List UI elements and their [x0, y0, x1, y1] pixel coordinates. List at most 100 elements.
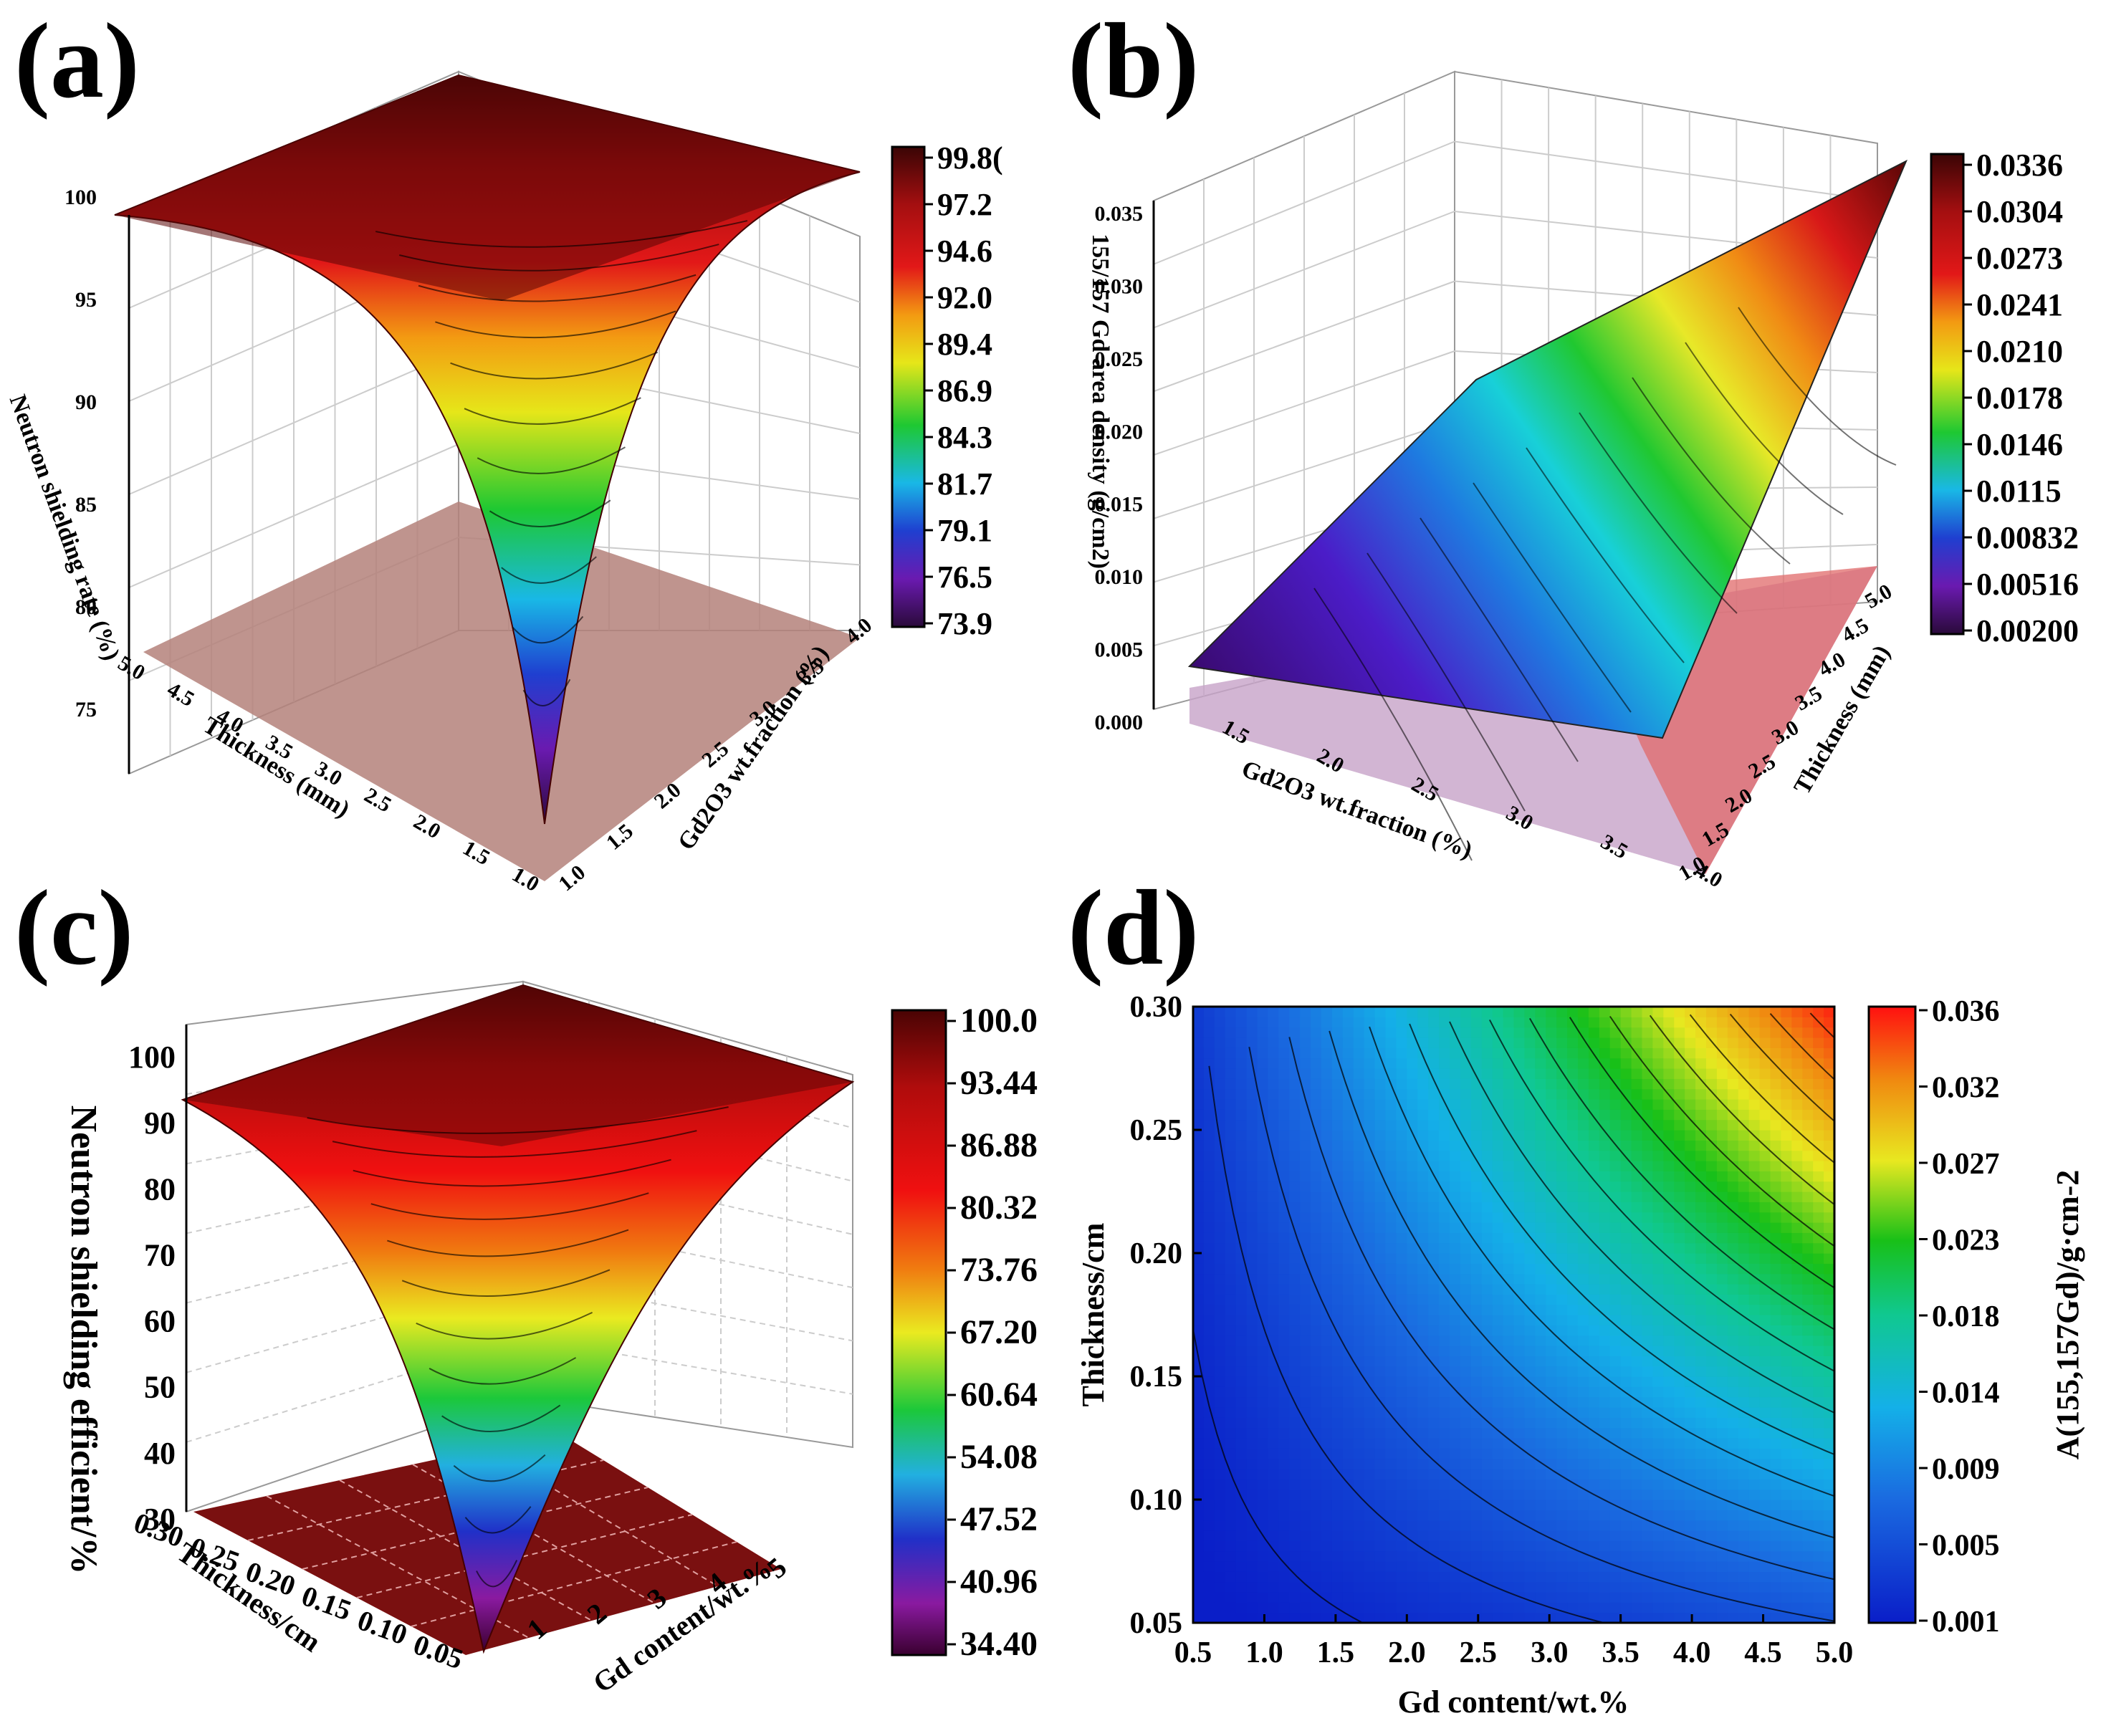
x-tick-label: 2.5: [1460, 1636, 1498, 1669]
heatmap-cell: [1685, 1191, 1696, 1202]
heatmap-cell: [1407, 1212, 1418, 1223]
heatmap-cell: [1588, 1119, 1600, 1131]
heatmap-cell: [1609, 1335, 1622, 1346]
heatmap-cell: [1748, 1304, 1761, 1315]
heatmap-cell: [1781, 1500, 1792, 1510]
heatmap-cell: [1225, 1109, 1237, 1121]
heatmap-cell: [1439, 1396, 1450, 1408]
heatmap-cell: [1353, 1202, 1365, 1213]
heatmap-cell: [1193, 1099, 1205, 1110]
heatmap-cell: [1781, 1171, 1792, 1182]
heatmap-cell: [1631, 1469, 1643, 1480]
heatmap-cell: [1599, 1294, 1611, 1305]
heatmap-cell: [1407, 1017, 1418, 1028]
heatmap-cell: [1235, 1212, 1248, 1223]
heatmap-cell: [1428, 1325, 1440, 1336]
heatmap-cell: [1193, 1171, 1205, 1182]
heatmap-cell: [1300, 1479, 1311, 1490]
heatmap-cell: [1460, 1550, 1472, 1562]
heatmap-cell: [1706, 1335, 1718, 1346]
heatmap-cell: [1685, 1099, 1696, 1110]
heatmap-cell: [1609, 1469, 1622, 1480]
heatmap-cell: [1620, 1017, 1632, 1028]
heatmap-cell: [1268, 1356, 1279, 1367]
heatmap-cell: [1652, 1366, 1664, 1377]
heatmap-cell: [1813, 1119, 1824, 1131]
heatmap-cell: [1311, 1088, 1322, 1100]
heatmap-cell: [1631, 1068, 1643, 1079]
heatmap-cell: [1470, 1109, 1483, 1121]
heatmap-cell: [1824, 1427, 1835, 1439]
heatmap-cell: [1407, 1407, 1418, 1418]
heatmap-cell: [1470, 1304, 1483, 1315]
heatmap-cell: [1268, 1294, 1279, 1305]
heatmap-cell: [1685, 1078, 1696, 1090]
heatmap-cell: [1695, 1366, 1707, 1377]
heatmap-cell: [1331, 1078, 1344, 1090]
heatmap-cell: [1481, 1068, 1493, 1079]
heatmap-cell: [1674, 1140, 1685, 1151]
heatmap-cell: [1278, 1232, 1290, 1244]
heatmap-cell: [1225, 1386, 1237, 1398]
heatmap-cell: [1342, 1099, 1354, 1110]
heatmap-cell: [1364, 1294, 1376, 1305]
heatmap-cell: [1364, 1407, 1376, 1418]
heatmap-cell: [1578, 1119, 1589, 1131]
heatmap-cell: [1450, 1448, 1461, 1459]
heatmap-cell: [1374, 1325, 1387, 1336]
heatmap-cell: [1727, 1294, 1739, 1305]
heatmap-cell: [1781, 1479, 1792, 1490]
heatmap-cell: [1513, 1150, 1526, 1161]
heatmap-cell: [1524, 1047, 1536, 1059]
heatmap-cell: [1278, 1571, 1290, 1583]
heatmap-cell: [1609, 1191, 1622, 1202]
heatmap-cell: [1407, 1396, 1418, 1408]
heatmap-cell: [1278, 1386, 1290, 1398]
heatmap-cell: [1428, 1592, 1440, 1603]
heatmap-cell: [1407, 1191, 1418, 1202]
heatmap-cell: [1235, 1417, 1248, 1429]
heatmap-cell: [1407, 1253, 1418, 1264]
heatmap-cell: [1289, 1550, 1301, 1562]
heatmap-cell: [1620, 1140, 1632, 1151]
heatmap-cell: [1738, 1017, 1750, 1028]
heatmap-cell: [1631, 1202, 1643, 1213]
heatmap-cell: [1353, 1386, 1365, 1398]
heatmap-cell: [1727, 1315, 1739, 1325]
heatmap-cell: [1535, 1561, 1546, 1572]
heatmap-cell: [1439, 1510, 1450, 1521]
heatmap-cell: [1813, 1479, 1824, 1490]
contour-line: [1685, 342, 1844, 515]
heatmap-cell: [1503, 1561, 1515, 1572]
heatmap-cell: [1706, 1500, 1718, 1510]
z-tick-label: 50: [144, 1370, 176, 1405]
heatmap-cell: [1578, 1489, 1589, 1500]
heatmap-cell: [1706, 1510, 1718, 1521]
heatmap-cell: [1524, 1253, 1536, 1264]
heatmap-cell: [1257, 1427, 1269, 1439]
colorbar-tick-label: 0.009: [1932, 1453, 2000, 1486]
heatmap-cell: [1609, 1346, 1622, 1356]
heatmap-cell: [1748, 1386, 1761, 1398]
heatmap-cell: [1311, 1171, 1322, 1182]
heatmap-cell: [1770, 1161, 1782, 1171]
heatmap-cell: [1235, 1571, 1248, 1583]
heatmap-cell: [1674, 1161, 1685, 1171]
heatmap-cell: [1791, 1109, 1803, 1121]
heatmap-cell: [1203, 1037, 1215, 1048]
heatmap-cell: [1824, 1222, 1835, 1233]
heatmap-cell: [1716, 1294, 1728, 1305]
heatmap-cell: [1311, 1109, 1322, 1121]
heatmap-cell: [1556, 1520, 1568, 1531]
heatmap-cell: [1289, 1191, 1301, 1202]
heatmap-cell: [1813, 1232, 1824, 1244]
heatmap-cell: [1813, 1346, 1824, 1356]
heatmap-cell: [1342, 1602, 1354, 1613]
heatmap-cell: [1481, 1273, 1493, 1285]
heatmap-cell: [1321, 1571, 1333, 1583]
heatmap-cell: [1257, 1130, 1269, 1141]
contour-line: [512, 615, 584, 644]
heatmap-cell: [1631, 1181, 1643, 1192]
heatmap-cell: [1300, 1520, 1311, 1531]
heatmap-cell: [1802, 1099, 1814, 1110]
